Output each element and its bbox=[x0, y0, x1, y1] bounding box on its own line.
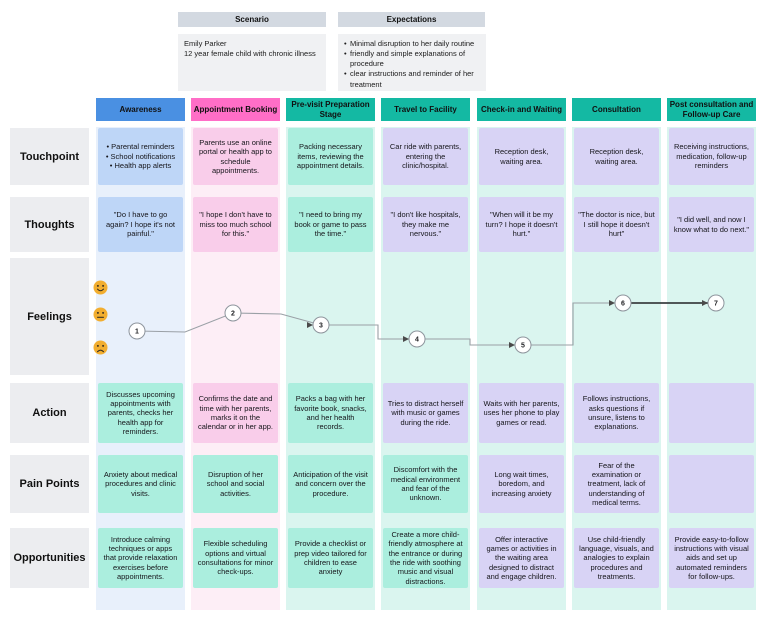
cell-travel-touchpoint: Car ride with parents, entering the clin… bbox=[383, 128, 468, 185]
cell-post-thoughts: "I did well, and now I know what to do n… bbox=[669, 197, 754, 252]
stage-header-travel: Travel to Facility bbox=[381, 98, 470, 121]
cell-consultation-opportunities: Use child-friendly language, visuals, an… bbox=[574, 528, 659, 588]
stage-column-consultation: Reception desk, waiting area. "The docto… bbox=[572, 127, 661, 610]
cell-awareness-thoughts: "Do I have to go again? I hope it's not … bbox=[98, 197, 183, 252]
cell-previsit-touchpoint: Packing necessary items, reviewing the a… bbox=[288, 128, 373, 185]
cell-previsit-pain-points: Anticipation of the visit and concern ov… bbox=[288, 455, 373, 513]
cell-booking-touchpoint: Parents use an online portal or health a… bbox=[193, 128, 278, 185]
neutral-emoji-icon bbox=[93, 307, 108, 322]
scenario-line: 12 year female child with chronic illnes… bbox=[184, 49, 316, 59]
stage-header-appointment-booking: Appointment Booking bbox=[191, 98, 280, 121]
stage-header-consultation: Consultation bbox=[572, 98, 661, 121]
cell-awareness-pain-points: Anxiety about medical procedures and cli… bbox=[98, 455, 183, 513]
row-label-pain-points: Pain Points bbox=[10, 455, 89, 513]
cell-previsit-action: Packs a bag with her favorite book, snac… bbox=[288, 383, 373, 443]
cell-booking-opportunities: Flexible scheduling options and virtual … bbox=[193, 528, 278, 588]
cell-post-pain-points-empty bbox=[669, 455, 754, 513]
stage-column-awareness: • Parental reminders • School notificati… bbox=[96, 127, 185, 610]
cell-awareness-touchpoint: • Parental reminders • School notificati… bbox=[98, 128, 183, 185]
cell-awareness-action: Discusses upcoming appointments with par… bbox=[98, 383, 183, 443]
expectations-box: Minimal disruption to her daily routine … bbox=[338, 34, 486, 91]
row-label-action: Action bbox=[10, 383, 89, 443]
scenario-box: Emily Parker 12 year female child with c… bbox=[178, 34, 326, 91]
stage-header-awareness: Awareness bbox=[96, 98, 185, 121]
cell-checkin-opportunities: Offer interactive games or activities in… bbox=[479, 528, 564, 588]
row-label-touchpoint: Touchpoint bbox=[10, 128, 89, 185]
cell-travel-opportunities: Create a more child-friendly atmosphere … bbox=[383, 528, 468, 588]
cell-awareness-opportunities: Introduce calming techniques or apps tha… bbox=[98, 528, 183, 588]
cell-travel-pain-points: Discomfort with the medical environment … bbox=[383, 455, 468, 513]
cell-previsit-opportunities: Provide a checklist or prep video tailor… bbox=[288, 528, 373, 588]
expectation-item: friendly and simple explanations of proc… bbox=[344, 49, 480, 69]
cell-checkin-thoughts: "When will it be my turn? I hope it does… bbox=[479, 197, 564, 252]
cell-post-action-empty bbox=[669, 383, 754, 443]
scenario-title: Scenario bbox=[235, 15, 269, 24]
cell-post-opportunities: Provide easy-to-follow instructions with… bbox=[669, 528, 754, 588]
stage-column-previsit: Packing necessary items, reviewing the a… bbox=[286, 127, 375, 610]
happy-emoji-icon bbox=[93, 280, 108, 295]
cell-checkin-action: Waits with her parents, uses her phone t… bbox=[479, 383, 564, 443]
stage-header-post-consultation: Post consultation and Follow-up Care bbox=[667, 98, 756, 121]
row-label-feelings: Feelings bbox=[10, 258, 89, 375]
cell-travel-action: Tries to distract herself with music or … bbox=[383, 383, 468, 443]
cell-booking-thoughts: "I hope I don't have to miss too much sc… bbox=[193, 197, 278, 252]
cell-consultation-action: Follows instructions, asks questions if … bbox=[574, 383, 659, 443]
scenario-header: Scenario bbox=[178, 12, 326, 27]
expectations-header: Expectations bbox=[338, 12, 485, 27]
expectation-item: clear instructions and reminder of her t… bbox=[344, 69, 480, 89]
stage-column-checkin: Reception desk, waiting area. "When will… bbox=[477, 127, 566, 610]
row-label-thoughts: Thoughts bbox=[10, 197, 89, 252]
expectation-item: Minimal disruption to her daily routine bbox=[344, 39, 480, 49]
cell-consultation-touchpoint: Reception desk, waiting area. bbox=[574, 128, 659, 185]
row-label-opportunities: Opportunities bbox=[10, 528, 89, 588]
stage-column-travel: Car ride with parents, entering the clin… bbox=[381, 127, 470, 610]
stage-column-post-consultation: Receiving instructions, medication, foll… bbox=[667, 127, 756, 610]
cell-post-touchpoint: Receiving instructions, medication, foll… bbox=[669, 128, 754, 185]
cell-consultation-thoughts: "The doctor is nice, but I still hope it… bbox=[574, 197, 659, 252]
cell-previsit-thoughts: "I need to bring my book or game to pass… bbox=[288, 197, 373, 252]
expectations-title: Expectations bbox=[386, 15, 437, 24]
stage-header-previsit: Pre-visit Preparation Stage bbox=[286, 98, 375, 121]
cell-checkin-touchpoint: Reception desk, waiting area. bbox=[479, 128, 564, 185]
cell-booking-action: Confirms the date and time with her pare… bbox=[193, 383, 278, 443]
cell-checkin-pain-points: Long wait times, boredom, and increasing… bbox=[479, 455, 564, 513]
stage-column-appointment-booking: Parents use an online portal or health a… bbox=[191, 127, 280, 610]
sad-emoji-icon bbox=[93, 340, 108, 355]
stage-header-checkin: Check-in and Waiting bbox=[477, 98, 566, 121]
cell-travel-thoughts: "I don't like hospitals, they make me ne… bbox=[383, 197, 468, 252]
scenario-line: Emily Parker bbox=[184, 39, 227, 48]
cell-booking-pain-points: Disruption of her school and social acti… bbox=[193, 455, 278, 513]
cell-consultation-pain-points: Fear of the examination or treatment, la… bbox=[574, 455, 659, 513]
